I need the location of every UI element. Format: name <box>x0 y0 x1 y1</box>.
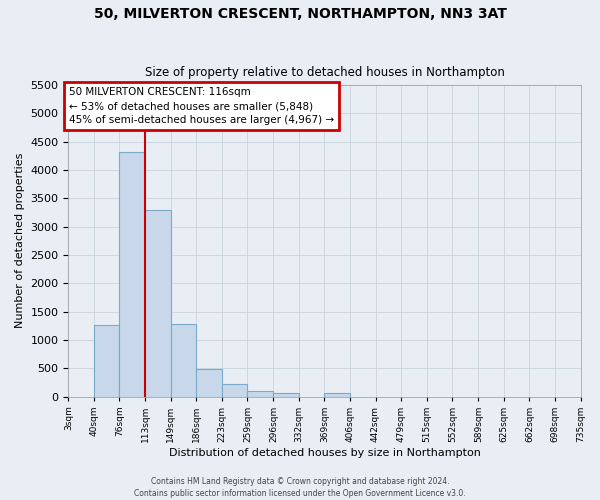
Bar <box>145 210 170 396</box>
Bar <box>247 391 274 396</box>
Text: Contains HM Land Registry data © Crown copyright and database right 2024.
Contai: Contains HM Land Registry data © Crown c… <box>134 476 466 498</box>
Bar <box>196 370 223 396</box>
X-axis label: Distribution of detached houses by size in Northampton: Distribution of detached houses by size … <box>169 448 481 458</box>
Bar <box>274 393 299 396</box>
Title: Size of property relative to detached houses in Northampton: Size of property relative to detached ho… <box>145 66 505 80</box>
Text: 50, MILVERTON CRESCENT, NORTHAMPTON, NN3 3AT: 50, MILVERTON CRESCENT, NORTHAMPTON, NN3… <box>94 8 506 22</box>
Bar <box>325 393 350 396</box>
Bar <box>119 152 145 396</box>
Bar <box>170 324 196 396</box>
Bar <box>223 384 247 396</box>
Bar <box>94 324 119 396</box>
Y-axis label: Number of detached properties: Number of detached properties <box>15 153 25 328</box>
Text: 50 MILVERTON CRESCENT: 116sqm
← 53% of detached houses are smaller (5,848)
45% o: 50 MILVERTON CRESCENT: 116sqm ← 53% of d… <box>69 87 334 125</box>
